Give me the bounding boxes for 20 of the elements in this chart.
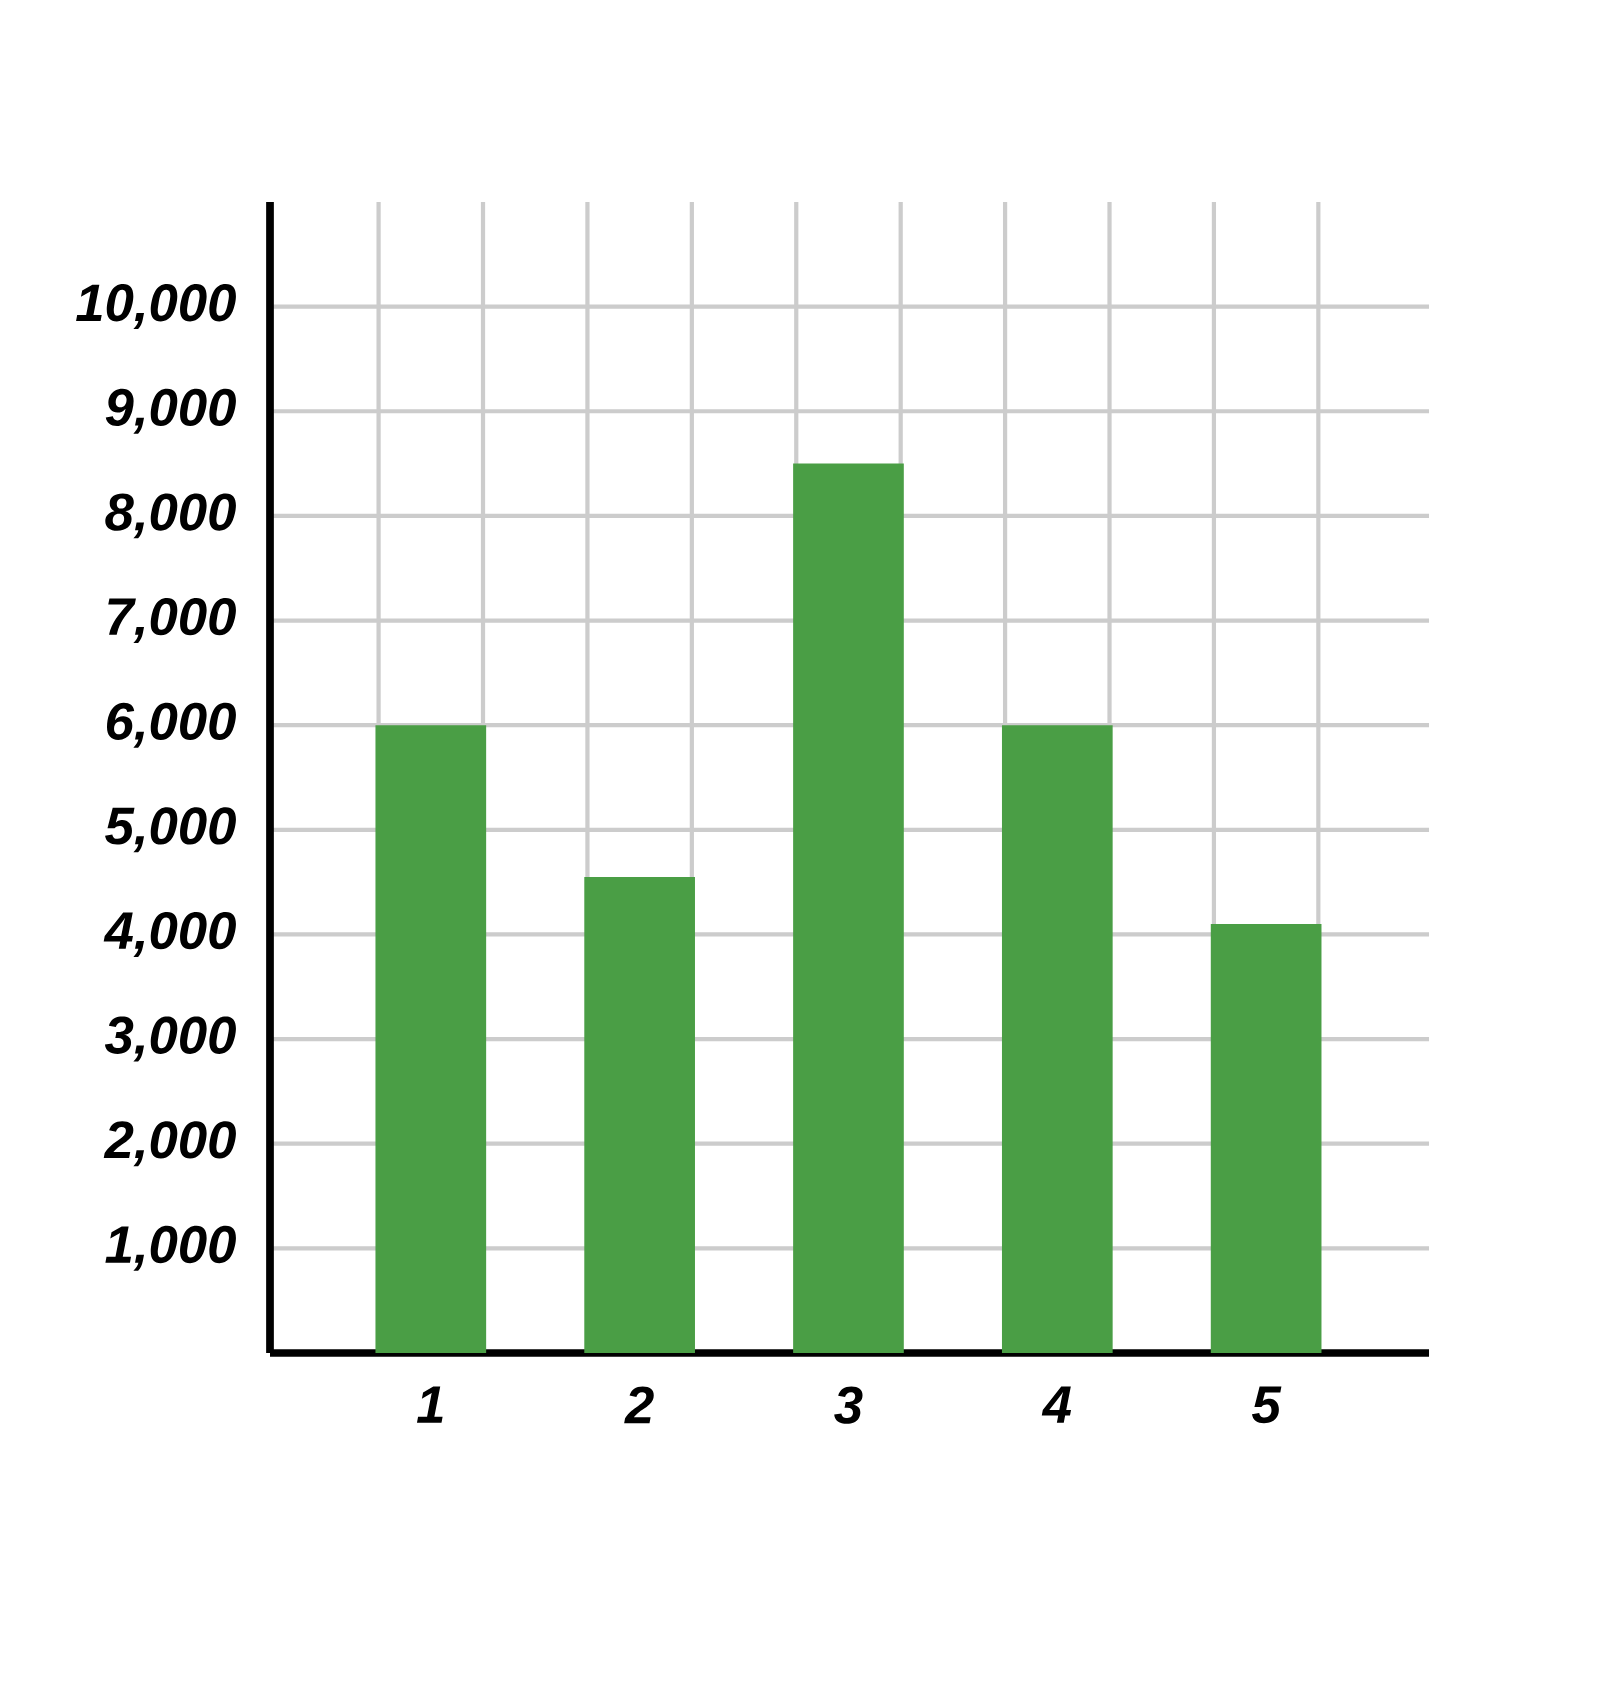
x-tick-label: 3 [834, 1386, 863, 1424]
bar [584, 876, 695, 1353]
x-tick-label: 4 [1041, 1386, 1072, 1423]
y-tick-label: 2,000 [103, 1121, 236, 1167]
x-tick-label: 5 [1251, 1386, 1282, 1424]
y-tick-label: 10,000 [76, 284, 236, 330]
x-tick-label: 2 [624, 1386, 654, 1424]
x-tick-label: 1 [416, 1386, 443, 1423]
bar [1001, 725, 1113, 1353]
bar [793, 463, 904, 1353]
y-tick-label: 8,000 [105, 493, 236, 539]
y-tick-label: 7,000 [108, 598, 236, 644]
y-tick-label: 5,000 [105, 807, 236, 853]
y-tick-label: 4,000 [103, 911, 236, 957]
bar [375, 725, 487, 1353]
y-tick-label: 1,000 [105, 1225, 236, 1271]
bar [1210, 923, 1322, 1353]
y-tick-label: 9,000 [105, 388, 236, 434]
y-tick-label: 3,000 [104, 1016, 236, 1062]
y-tick-label: 6,000 [106, 702, 236, 748]
